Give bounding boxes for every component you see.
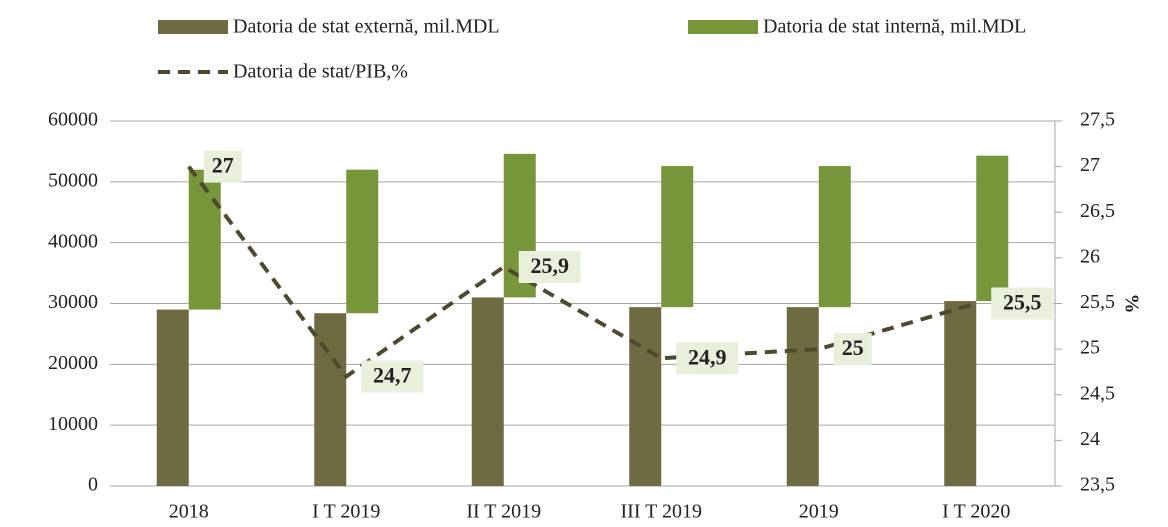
data-label: 24,7: [373, 363, 412, 388]
data-label-bg: [991, 287, 1054, 320]
legend-label: Datoria de stat internă, mil.MDL: [763, 16, 1026, 38]
bar: [976, 155, 1009, 302]
bar: [629, 307, 662, 486]
y-tick-label: 20000: [48, 352, 98, 374]
y2-axis-label: %: [1120, 294, 1142, 314]
y2-tick-label: 26: [1080, 245, 1100, 267]
y-tick-label: 50000: [48, 169, 98, 191]
bar: [944, 301, 977, 486]
x-tick-label: II T 2019: [466, 501, 541, 523]
data-label: 27: [212, 153, 234, 178]
bar: [314, 313, 347, 486]
y-tick-label: 0: [88, 474, 98, 496]
y-tick-label: 60000: [48, 109, 98, 131]
data-label-bg: [676, 342, 739, 375]
y2-tick-label: 25,5: [1080, 291, 1115, 313]
y2-tick-label: 24: [1080, 428, 1100, 450]
data-label-bg: [203, 150, 242, 183]
data-labels: 27 24,7 25,9 24,9 25 25,5: [203, 150, 1054, 393]
data-label-bg: [518, 251, 581, 283]
bar: [786, 307, 819, 486]
legend-label: Datoria de stat/PIB,%: [233, 61, 408, 83]
y2-tick-label: 24,5: [1080, 382, 1115, 404]
y-tick-label: 40000: [48, 230, 98, 252]
bar: [661, 166, 694, 308]
bar: [818, 166, 851, 308]
y2-tick-label: 23,5: [1080, 474, 1115, 496]
bar: [156, 309, 189, 486]
data-label: 25,9: [531, 253, 570, 278]
data-label-bg: [833, 333, 872, 366]
bar: [188, 169, 221, 310]
x-tick-label: 2018: [169, 501, 209, 523]
data-label-bg: [361, 360, 424, 393]
y-tick-label: 10000: [48, 413, 98, 435]
data-label: 24,9: [688, 344, 727, 369]
y2-tick-label: 27,5: [1080, 109, 1115, 131]
legend-label: Datoria de stat externă, mil.MDL: [233, 16, 500, 38]
legend-swatch: [158, 20, 228, 34]
x-tick-label: I T 2019: [312, 501, 380, 523]
y-tick-label: 30000: [48, 291, 98, 313]
bar: [471, 297, 504, 486]
data-label: 25,5: [1003, 290, 1042, 315]
bar: [346, 169, 379, 314]
x-tick-label: I T 2020: [942, 501, 1010, 523]
data-label: 25: [842, 335, 864, 360]
legend-swatch: [688, 20, 758, 34]
x-tick-label: III T 2019: [621, 501, 702, 523]
x-tick-label: 2019: [799, 501, 839, 523]
y2-tick-label: 25: [1080, 337, 1100, 359]
y2-tick-label: 27: [1080, 154, 1100, 176]
y2-tick-label: 26,5: [1080, 200, 1115, 222]
